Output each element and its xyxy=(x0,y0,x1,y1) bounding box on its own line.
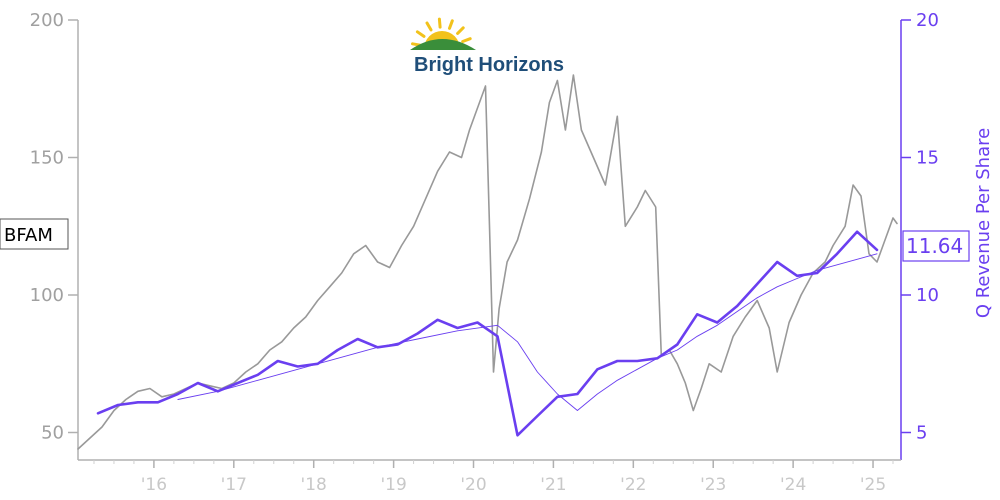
sun-ray xyxy=(425,21,433,32)
x-tick-label: '22 xyxy=(620,475,646,495)
x-tick-label: '19 xyxy=(380,475,406,495)
series-line-revenue-trend xyxy=(177,253,878,411)
sun-ray xyxy=(415,30,426,38)
x-tick-label: '18 xyxy=(301,475,327,495)
last-value-label: 11.64 xyxy=(902,230,970,262)
series-line-q-revenue-per-share xyxy=(96,230,879,437)
last-value-text: 11.64 xyxy=(906,234,963,258)
sun-ray xyxy=(448,19,454,30)
sun-ray xyxy=(461,37,472,43)
x-tick-label: '17 xyxy=(221,475,247,495)
y-tick-left: 50 xyxy=(41,423,64,444)
brand-logo: Bright Horizons xyxy=(410,17,564,76)
y-axis-label-right: Q Revenue Per Share xyxy=(973,128,994,318)
y-tick-left: 100 xyxy=(30,285,64,306)
y-tick-right: 20 xyxy=(916,10,939,31)
y-tick-left: 200 xyxy=(30,10,64,31)
ticker-label: BFAM xyxy=(0,218,69,250)
ticker-text: BFAM xyxy=(4,225,53,246)
sun-ray xyxy=(437,17,442,29)
sun-ray xyxy=(456,26,465,35)
x-tick-label: '23 xyxy=(700,475,726,495)
y-tick-right: 10 xyxy=(916,285,939,306)
x-tick-label: '21 xyxy=(540,475,566,495)
x-tick-label: '25 xyxy=(860,475,886,495)
series-line-price xyxy=(77,74,898,450)
axes-layer: 50 100 150 200 5 10 15 20 '16 '17 '18 '19 '20 '21 '22 '… xyxy=(30,10,939,495)
x-tick-label: '16 xyxy=(141,475,167,495)
hill-icon xyxy=(410,39,476,50)
y-tick-right: 5 xyxy=(916,423,927,444)
y-tick-right: 15 xyxy=(916,148,939,169)
y-tick-left: 150 xyxy=(30,148,64,169)
x-tick-label: '20 xyxy=(460,475,486,495)
series-layer xyxy=(77,74,898,450)
logo-text: Bright Horizons xyxy=(414,54,564,76)
x-tick-label: '24 xyxy=(780,475,806,495)
